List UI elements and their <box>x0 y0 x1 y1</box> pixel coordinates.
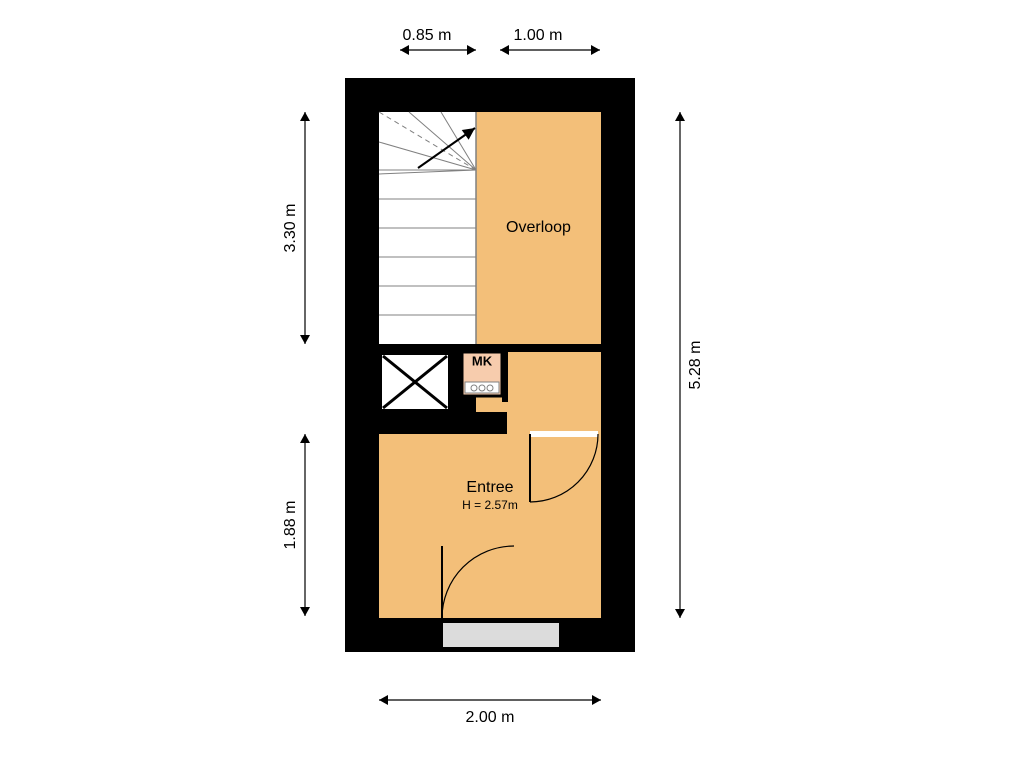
dim-left-upper: 3.30 m <box>282 204 299 253</box>
front-door-opening <box>442 622 560 648</box>
entree-height-label: H = 2.57m <box>462 498 518 512</box>
dim-top-right: 1.00 m <box>514 27 563 44</box>
overloop-label: Overloop <box>506 219 571 236</box>
dim-bottom: 2.00 m <box>466 709 515 726</box>
dim-left-lower: 1.88 m <box>282 501 299 550</box>
entree-label: Entree <box>466 479 513 496</box>
dim-right: 5.28 m <box>687 341 704 390</box>
mk-label: MK <box>472 353 493 368</box>
dim-top-left: 0.85 m <box>403 27 452 44</box>
floorplan-canvas: MK Overloop Entree H = 2.57m 0.85 m 1.00 m 3.3… <box>0 0 1024 768</box>
room-entree <box>379 434 601 618</box>
